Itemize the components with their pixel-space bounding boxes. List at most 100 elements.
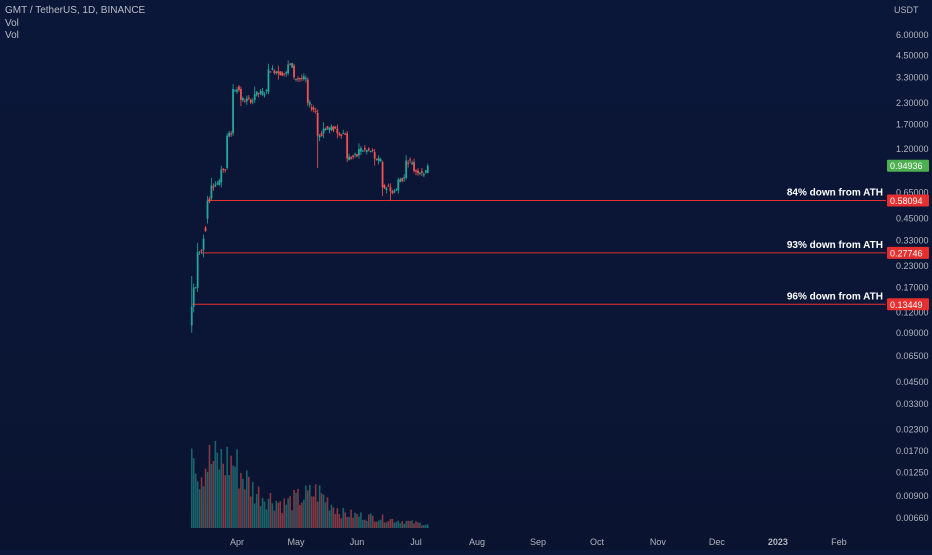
volume-bar — [326, 497, 329, 528]
volume-bar — [246, 470, 248, 528]
candle-body — [283, 73, 286, 75]
volume-bar — [303, 499, 305, 528]
candle-body — [230, 133, 232, 135]
candle-body — [240, 89, 242, 100]
last-price-badge — [887, 159, 929, 172]
candle-body — [275, 71, 278, 74]
volume-bar — [362, 519, 364, 528]
volume-bar — [399, 523, 402, 528]
volume-bar — [299, 504, 301, 528]
price-tick-label: 0.09000 — [896, 328, 929, 338]
volume-bar — [305, 485, 307, 528]
volume-bar — [403, 523, 405, 528]
volume-bar — [226, 446, 228, 528]
volume-bar — [248, 476, 250, 528]
candle-body — [381, 162, 384, 188]
candle-body — [208, 198, 211, 202]
price-tick-label: 2.30000 — [896, 98, 929, 108]
price-badge — [887, 194, 929, 207]
volume-bar — [322, 494, 325, 528]
volume-bar — [232, 465, 234, 528]
price-badge — [887, 246, 929, 259]
volume-bar — [224, 475, 226, 528]
volume-bar — [265, 509, 268, 528]
volume-bar — [234, 466, 236, 528]
volume-bar — [297, 488, 299, 528]
candle-body — [293, 65, 295, 78]
volume-bar — [308, 484, 311, 528]
volume-bar — [358, 516, 360, 528]
volume-bar — [417, 522, 419, 528]
price-tick-label: 0.04500 — [896, 377, 929, 387]
volume-bar — [375, 521, 378, 528]
candle-body — [301, 77, 303, 79]
volume-indicator-label[interactable]: Vol — [5, 30, 19, 41]
volume-bar — [377, 520, 380, 528]
candle-body — [271, 68, 274, 70]
volume-bar — [269, 492, 272, 528]
volume-bar — [255, 494, 258, 528]
price-tick-label: 3.30000 — [896, 72, 929, 82]
candle-body — [379, 159, 382, 162]
volume-bar — [330, 504, 333, 528]
volume-bar — [364, 519, 366, 528]
volume-bar — [397, 520, 400, 528]
candle-body — [265, 89, 268, 92]
candle-body — [200, 250, 203, 252]
time-axis[interactable]: Apr May Jun Jul Aug Sep Oct Nov Dec 2023 Feb — [230, 537, 847, 547]
volume-bar — [381, 514, 384, 528]
price-tick-label: 0.03300 — [896, 399, 929, 409]
candle-body — [261, 91, 264, 95]
volume-bar — [405, 521, 407, 528]
volume-bar — [202, 486, 205, 528]
candle-body — [344, 133, 347, 135]
volume-bar — [293, 489, 295, 528]
volume-bar — [338, 514, 341, 528]
volume-bar — [222, 463, 225, 528]
candle-body — [192, 287, 195, 307]
candle-body — [426, 165, 429, 173]
volume-bar — [271, 503, 274, 528]
candle-body — [342, 132, 345, 134]
volume-bar — [212, 460, 215, 528]
volume-bar — [285, 504, 287, 528]
price-tick-label: 0.02300 — [896, 425, 929, 435]
volume-bar — [348, 517, 350, 528]
horizontal-lines: 84% down from ATH 93% down from ATH 96% do… — [191, 188, 886, 305]
candle-body — [291, 63, 293, 68]
volume-indicator-label[interactable]: Vol — [5, 17, 19, 29]
candle-body — [328, 127, 331, 131]
volume-bar — [244, 489, 246, 528]
volume-bar — [194, 473, 197, 528]
candle-body — [289, 63, 292, 65]
time-tick-label: Apr — [230, 537, 244, 547]
candle-body — [194, 287, 197, 289]
volume-bar — [379, 519, 382, 528]
price-axis[interactable]: USDT 6.00000 4.50000 3.30000 2.30000 1.70000 1… — [887, 0, 932, 550]
volume-bar — [413, 523, 415, 528]
volume-bar — [206, 471, 209, 528]
volume-bar — [236, 449, 238, 528]
volume-bar — [287, 498, 289, 528]
time-tick-label: Oct — [590, 537, 605, 547]
volume-bar — [301, 502, 303, 528]
price-badge — [887, 298, 929, 311]
price-badge-text: 0.27746 — [890, 248, 923, 258]
volume-bar — [409, 521, 411, 528]
candle-body — [385, 188, 388, 190]
price-tick-label: 0.45000 — [896, 214, 929, 224]
time-tick-label: Jun — [350, 537, 365, 547]
candle-body — [387, 185, 390, 187]
candle-body — [314, 110, 317, 112]
volume-bar — [366, 521, 368, 528]
candle-body — [417, 170, 419, 174]
candle-body — [424, 170, 427, 173]
price-tick-label: 0.00900 — [896, 491, 929, 501]
candle-body — [267, 69, 270, 92]
candle-body — [308, 102, 311, 105]
volume-bar — [328, 510, 331, 528]
symbol-title[interactable]: GMT / TetherUS, 1D, BINANCE — [5, 5, 146, 16]
candle-body — [236, 89, 238, 92]
